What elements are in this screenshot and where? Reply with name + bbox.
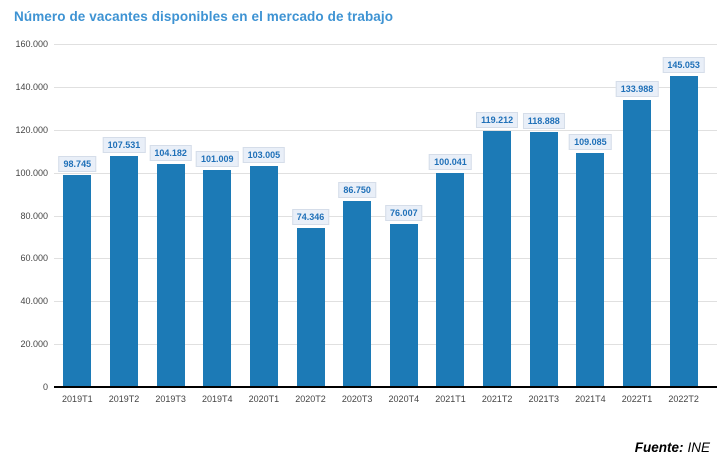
x-axis-tick-label: 2022T2 (668, 394, 699, 404)
bar-2021T4 (576, 153, 605, 387)
gridline (54, 258, 717, 260)
bar-2021T2 (483, 131, 512, 387)
chart-title: Número de vacantes disponibles en el mer… (14, 9, 394, 24)
y-axis-tick-label: 100.000 (15, 167, 48, 178)
y-axis-tick-label: 40.000 (20, 296, 48, 307)
x-axis-tick-label: 2021T1 (435, 394, 466, 404)
bar-value-label: 118.888 (522, 113, 565, 130)
bar-value-label: 107.531 (102, 137, 146, 154)
bar-2019T3 (156, 163, 185, 387)
bar-value-label: 104.182 (149, 144, 192, 161)
bar-value-label: 119.212 (476, 112, 519, 129)
source-note: Fuente: INE (635, 440, 710, 455)
source-prefix: Fuente: (634, 440, 684, 455)
gridline (54, 301, 717, 303)
y-axis-tick-label: 120.000 (15, 124, 48, 135)
gridline (54, 44, 717, 45)
bar-value-label: 109.085 (569, 134, 612, 151)
bar-value-label: 101.009 (195, 151, 239, 168)
bar-2019T4 (203, 170, 232, 387)
x-axis-line (54, 386, 717, 388)
x-axis-tick-label: 2019T2 (108, 394, 140, 404)
bar-2021T3 (529, 132, 558, 387)
x-axis-tick-label: 2021T3 (528, 394, 560, 404)
bar-value-label: 100.041 (429, 153, 472, 170)
x-axis-tick-label: 2020T3 (341, 394, 373, 404)
y-axis-tick-label: 0 (42, 382, 48, 392)
x-axis-tick-label: 2020T1 (248, 394, 280, 404)
y-axis-tick-label: 60.000 (20, 253, 48, 264)
source-value: INE (687, 440, 710, 455)
bar-2021T1 (436, 172, 465, 387)
bar-2020T1 (249, 166, 278, 387)
bar-value-label: 103.005 (242, 147, 286, 164)
x-axis-tick-label: 2020T2 (295, 394, 326, 404)
y-axis-tick-label: 140.000 (15, 81, 48, 92)
bar-value-label: 98.745 (58, 156, 97, 173)
gridline (54, 86, 717, 88)
x-axis-tick-label: 2021T2 (481, 394, 513, 404)
x-axis-tick-label: 2022T1 (621, 394, 653, 404)
x-axis-tick-label: 2019T3 (155, 394, 186, 404)
gridline (54, 129, 717, 131)
bar-2020T2 (296, 227, 325, 387)
bar-value-label: 74.346 (291, 208, 330, 225)
gridline (54, 172, 717, 174)
bar-2020T4 (389, 224, 418, 387)
x-axis-tick-label: 2021T4 (575, 394, 606, 404)
x-axis-tick-label: 2020T4 (388, 394, 420, 404)
bar-value-label: 133.988 (615, 80, 659, 97)
bar-2020T3 (343, 201, 372, 387)
bar-2019T2 (109, 156, 138, 387)
bar-value-label: 76.007 (385, 205, 423, 222)
plot-area: 98.745 107.531 104.182 101.009 103.005 74.346… (54, 44, 717, 387)
bar-value-label: 145.053 (662, 57, 705, 74)
bar-2022T2 (669, 76, 698, 387)
x-axis-tick-label: 2019T4 (201, 394, 233, 404)
bar-2019T1 (63, 175, 92, 387)
y-axis-tick-label: 20.000 (20, 339, 48, 350)
bar-2022T1 (623, 99, 652, 387)
y-axis-tick-label: 160.000 (15, 39, 48, 49)
bar-value-label: 86.750 (338, 182, 376, 199)
y-axis-tick-label: 80.000 (20, 210, 48, 221)
x-axis-tick-label: 2019T1 (62, 394, 93, 404)
gridline (54, 344, 717, 346)
